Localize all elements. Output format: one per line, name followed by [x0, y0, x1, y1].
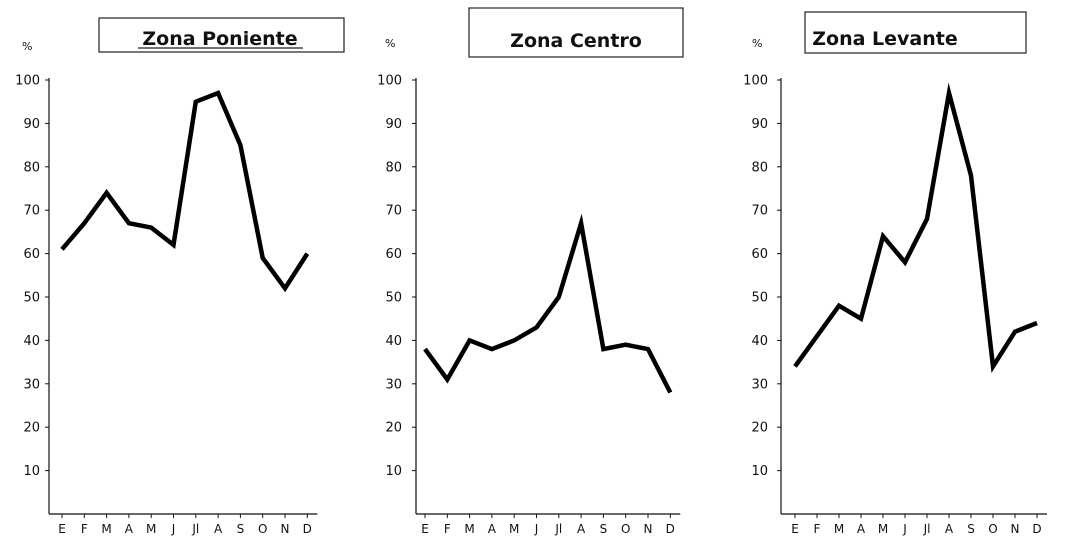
y-tick-label: 100	[377, 74, 402, 89]
y-tick-label: 60	[385, 247, 402, 262]
x-tick-label: O	[621, 522, 630, 536]
x-tick-label: E	[791, 522, 799, 536]
y-tick-label: 30	[751, 377, 768, 392]
x-tick-label: M	[509, 522, 519, 536]
x-tick-label: D	[303, 522, 312, 536]
x-tick-label: F	[814, 522, 821, 536]
y-tick-label: 30	[23, 377, 40, 392]
y-tick-label: 80	[23, 160, 40, 175]
y-unit-label: %	[385, 37, 395, 50]
x-tick-label: S	[237, 522, 245, 536]
y-tick-label: 60	[751, 247, 768, 262]
y-tick-label: 10	[385, 464, 402, 479]
chart-title: Zona Centro	[510, 30, 642, 52]
y-tick-label: 50	[751, 291, 768, 306]
x-tick-label: S	[600, 522, 608, 536]
chart-title: Zona Poniente	[142, 28, 297, 50]
x-tick-label: D	[1032, 522, 1041, 536]
series-line	[423, 213, 673, 394]
y-tick-label: 80	[751, 160, 768, 175]
x-tick-label: J	[534, 522, 539, 536]
y-tick-label: 50	[385, 291, 402, 306]
x-tick-label: A	[945, 522, 954, 536]
x-tick-label: A	[577, 522, 586, 536]
x-tick-label: S	[967, 522, 975, 536]
x-tick-label: F	[81, 522, 88, 536]
x-tick-label: J	[902, 522, 907, 536]
chart-title-box: Zona Poniente	[98, 17, 345, 53]
y-unit-label: %	[752, 37, 762, 50]
x-tick-label: E	[58, 522, 66, 536]
x-tick-label: M	[101, 522, 111, 536]
x-tick-label: M	[878, 522, 888, 536]
series-line	[793, 82, 1038, 373]
y-unit-label: %	[22, 40, 32, 53]
x-tick-label: M	[834, 522, 844, 536]
y-tick-label: 20	[385, 421, 402, 436]
x-tick-label: Jl	[191, 522, 199, 536]
x-tick-label: N	[644, 522, 653, 536]
x-tick-label: M	[464, 522, 474, 536]
y-tick-label: 20	[23, 421, 40, 436]
y-tick-label: 40	[23, 334, 40, 349]
y-tick-label: 70	[385, 204, 402, 219]
title-frame	[98, 17, 345, 53]
x-tick-label: A	[125, 522, 134, 536]
x-tick-label: N	[1011, 522, 1020, 536]
y-tick-label: 70	[23, 204, 40, 219]
x-tick-label: N	[281, 522, 290, 536]
chart-title-box: Zona Levante	[804, 11, 1027, 54]
x-tick-label: Jl	[923, 522, 931, 536]
x-tick-label: F	[444, 522, 451, 536]
chart-title: Zona Levante	[812, 28, 958, 50]
y-tick-label: 70	[751, 204, 768, 219]
x-tick-label: E	[421, 522, 429, 536]
y-tick-label: 10	[751, 464, 768, 479]
y-tick-label: 90	[385, 117, 402, 132]
x-tick-label: D	[666, 522, 675, 536]
y-tick-label: 100	[743, 74, 768, 89]
x-tick-label: O	[988, 522, 997, 536]
x-tick-label: A	[857, 522, 866, 536]
y-tick-label: 90	[751, 117, 768, 132]
title-frame	[804, 11, 1027, 54]
y-tick-label: 90	[23, 117, 40, 132]
x-tick-label: M	[146, 522, 156, 536]
x-tick-label: Jl	[554, 522, 562, 536]
y-tick-label: 10	[23, 464, 40, 479]
y-tick-label: 80	[385, 160, 402, 175]
x-tick-label: A	[214, 522, 223, 536]
y-tick-label: 40	[385, 334, 402, 349]
title-frame	[468, 7, 684, 58]
y-tick-label: 100	[15, 74, 40, 89]
series-line	[60, 90, 310, 293]
y-tick-label: 40	[751, 334, 768, 349]
x-tick-label: O	[258, 522, 267, 536]
x-tick-label: J	[171, 522, 176, 536]
x-tick-label: A	[488, 522, 497, 536]
y-tick-label: 60	[23, 247, 40, 262]
y-tick-label: 30	[385, 377, 402, 392]
y-tick-label: 20	[751, 421, 768, 436]
y-tick-label: 50	[23, 291, 40, 306]
chart-title-box: Zona Centro	[468, 7, 684, 58]
